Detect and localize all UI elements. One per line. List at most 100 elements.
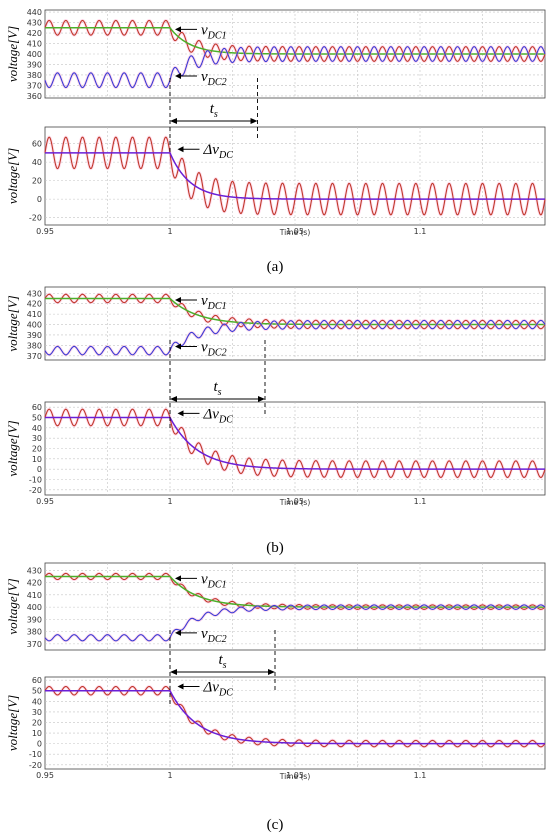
panel-c-xtick-label: 1.1: [414, 771, 427, 780]
panel-a-xtick-label: 1.05: [286, 227, 304, 236]
panel-a-bottom-ytick-label: 40: [32, 158, 42, 167]
panel-a-top-ytick-label: 440: [27, 8, 42, 17]
panel-a-bottom-ytick-label: 0: [37, 195, 42, 204]
panel-a-xtick-label: 1.1: [414, 227, 427, 236]
panel-b-xtick-label: 1.05: [286, 497, 304, 506]
panel-c-bottom-ytick-label: 50: [32, 687, 42, 696]
panel-b-top-ytick-label: 430: [27, 289, 42, 298]
panel-b-xtick-label: 1: [167, 497, 172, 506]
panel-b-bottom-ytick-label: 10: [32, 455, 42, 464]
panel-c-label-delta-vdc-arrowhead: [177, 683, 184, 690]
panel-a-ts-arrowhead-right: [250, 118, 258, 124]
panel-a-top-series-vdc2: [44, 46, 546, 89]
panel-c-bottom-ytick-label: 30: [32, 708, 42, 717]
panel-c-caption: (c): [267, 817, 284, 833]
panel-b-label-vdc2-arrowhead: [175, 343, 181, 350]
panel-a-label-vdc2-arrowhead: [175, 73, 181, 79]
panel-c-label-vdc2-arrowhead: [175, 629, 181, 636]
panel-b-bottom-ytick-label: 40: [32, 424, 42, 433]
panel-a-bottom-plot: -20 0 20 40 60 voltage[V] 0.95 1 1.05 1.1 Time (s)…: [5, 126, 547, 237]
panel-b-bottom-ytick-label: 0: [37, 465, 42, 474]
panel-a-bottom-y-axis-label: voltage[V]: [5, 148, 20, 204]
panel-c-bottom-ytick-label: 60: [32, 676, 42, 685]
panel-a-bottom-ytick-label: 60: [32, 140, 42, 149]
panel-c-bottom-ytick-label: 20: [32, 718, 42, 727]
panel-a-top-ytick-label: 420: [27, 29, 42, 38]
panel-a-top-ytick-label: 360: [27, 92, 42, 101]
panel-c-top-ytick-label: 410: [27, 591, 42, 600]
panel-b-ts-arrowhead-left: [170, 396, 177, 402]
panel-a-bottom-series--vdc-average: [45, 152, 545, 200]
panel-a-xtick-label: 1: [167, 227, 172, 236]
panel-a-bottom-ytick-label: -20: [29, 214, 42, 223]
panel-b-label-delta-vdc-arrowhead: [177, 410, 184, 417]
panel-c-label-vdc1-arrowhead: [175, 575, 181, 582]
panel-b-label-vdc1-arrowhead: [175, 297, 181, 304]
panel-c-bottom-y-axis-label: voltage[V]: [5, 695, 20, 751]
panel-a-top-ytick-label: 390: [27, 60, 42, 69]
panel-c-ts-arrowhead-right: [268, 669, 275, 675]
panel-a-ts-label: ts: [210, 101, 218, 120]
panel-c-bottom-ytick-label: 0: [37, 740, 42, 749]
panel-b-bottom-y-axis-label: voltage[V]: [5, 420, 20, 476]
panel-a-x-axis-title: Time (s): [279, 228, 311, 237]
panel-b-xtick-label: 1.1: [414, 497, 427, 506]
panel-c-xtick-label: 0.95: [36, 771, 54, 780]
panel-a-top-y-axis-label: voltage[V]: [5, 26, 20, 82]
panel-c-top-ytick-label: 420: [27, 579, 42, 588]
panel-c-x-axis-title: Time (s): [279, 772, 311, 781]
panel-b-bottom-ytick-label: -20: [29, 486, 42, 495]
panel-b-bottom-ytick-label: 60: [32, 403, 42, 412]
panel-c-xtick-label: 1.05: [286, 771, 304, 780]
panel-c-bottom-ytick-label: -20: [29, 761, 42, 770]
panel-b-caption: (b): [266, 540, 284, 556]
panel-c-top-ytick-label: 380: [27, 628, 42, 637]
panel-b-ts-label: ts: [213, 379, 221, 398]
panel-b-top-ytick-label: 400: [27, 321, 42, 330]
panel-a-xtick-label: 0.95: [36, 227, 54, 236]
panel-a-ts-arrowhead-left: [170, 118, 177, 124]
panel-a-top-ytick-label: 430: [27, 19, 42, 28]
panel-a-top-ytick-label: 400: [27, 50, 42, 59]
panel-c-ts-label: ts: [218, 652, 226, 671]
panel-c-top-ytick-label: 390: [27, 615, 42, 624]
panel-c-ts-arrowhead-left: [170, 669, 177, 675]
panel-c-xtick-label: 1: [167, 771, 172, 780]
panel-a-top-ytick-label: 380: [27, 71, 42, 80]
panel-c-top-ytick-label: 370: [27, 640, 42, 649]
panel-a-bottom-ytick-label: 20: [32, 177, 42, 186]
panel-a-caption: (a): [267, 259, 284, 275]
panel-b-bottom-ytick-label: 20: [32, 445, 42, 454]
panel-b-top-ytick-label: 390: [27, 331, 42, 340]
panel-b-ts-arrowhead-right: [258, 396, 265, 402]
panel-a-label-delta-vdc-arrowhead: [177, 146, 184, 153]
panel-c-bottom-series--vdc-average: [45, 690, 545, 745]
panel-c-top-ytick-label: 430: [27, 566, 42, 575]
panel-b-bottom-series--vdc-average: [45, 416, 545, 470]
panel-b-bottom-ytick-label: -10: [29, 476, 42, 485]
panel-b-top-ytick-label: 380: [27, 341, 42, 350]
panel-c-top-series-vdc2: [44, 604, 546, 642]
panel-c-bottom-ytick-label: 10: [32, 729, 42, 738]
panel-b-bottom-ytick-label: 50: [32, 414, 42, 423]
panel-a-top-ytick-label: 370: [27, 81, 42, 90]
panel-b-bottom-ytick-label: 30: [32, 434, 42, 443]
panel-b-xtick-label: 0.95: [36, 497, 54, 506]
panel-b-top-series-vdc2: [44, 319, 546, 356]
panel-b-top-ytick-label: 370: [27, 352, 42, 361]
panel-b-top-ytick-label: 420: [27, 300, 42, 309]
panel-c-bottom-ytick-label: -10: [29, 750, 42, 759]
panel-b-top-y-axis-label: voltage[V]: [5, 295, 20, 351]
panel-c-top-ytick-label: 400: [27, 603, 42, 612]
panel-c-top-y-axis-label: voltage[V]: [5, 578, 20, 634]
panel-b-x-axis-title: Time (s): [279, 498, 311, 507]
panel-a-top-ytick-label: 410: [27, 40, 42, 49]
panel-c-bottom-ytick-label: 40: [32, 697, 42, 706]
panel-b-top-ytick-label: 410: [27, 310, 42, 319]
